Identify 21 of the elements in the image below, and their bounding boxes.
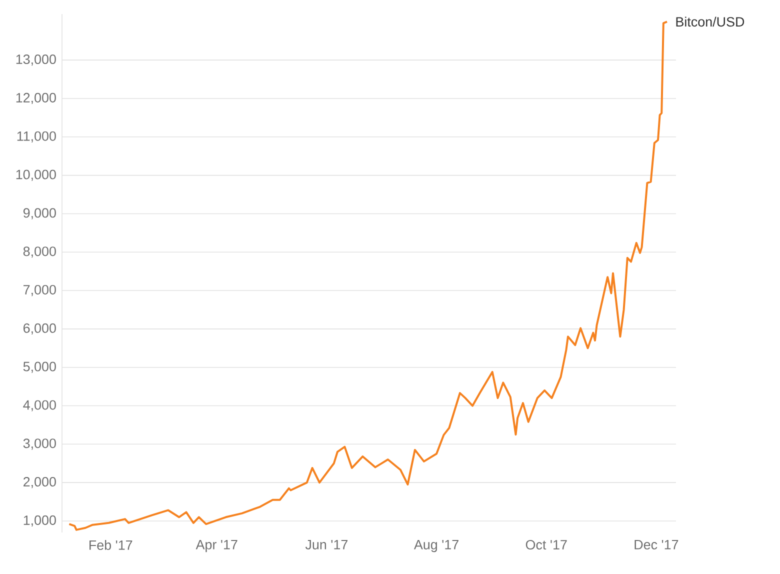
y-tick-label: 12,000: [16, 92, 56, 104]
y-tick-label: 8,000: [23, 246, 56, 258]
y-tick-label: 3,000: [23, 438, 56, 450]
x-tick-label: Dec '17: [634, 540, 678, 550]
y-tick-label: 13,000: [16, 54, 56, 66]
x-tick-label: Jun '17: [305, 540, 348, 550]
series-label: Bitcon/USD: [676, 16, 744, 27]
x-tick-label: Oct '17: [526, 540, 567, 550]
y-tick-label: 6,000: [24, 323, 56, 334]
y-tick-label: 4,000: [23, 400, 56, 412]
y-tick-label: 11,000: [17, 131, 56, 142]
x-tick-label: Feb '17: [90, 540, 132, 550]
x-tick-label: Aug '17: [414, 540, 458, 552]
x-tick-label: Apr '17: [196, 540, 238, 552]
y-tick-label: 2,000: [23, 477, 56, 488]
y-tick-label: 7,000: [24, 284, 56, 296]
line-series: [68, 20, 668, 531]
y-tick-label: 5,000: [23, 362, 56, 373]
y-tick-label: 9,000: [23, 208, 56, 220]
y-tick-label: 10,000: [16, 170, 56, 181]
y-tick-label: 1,000: [24, 515, 56, 527]
